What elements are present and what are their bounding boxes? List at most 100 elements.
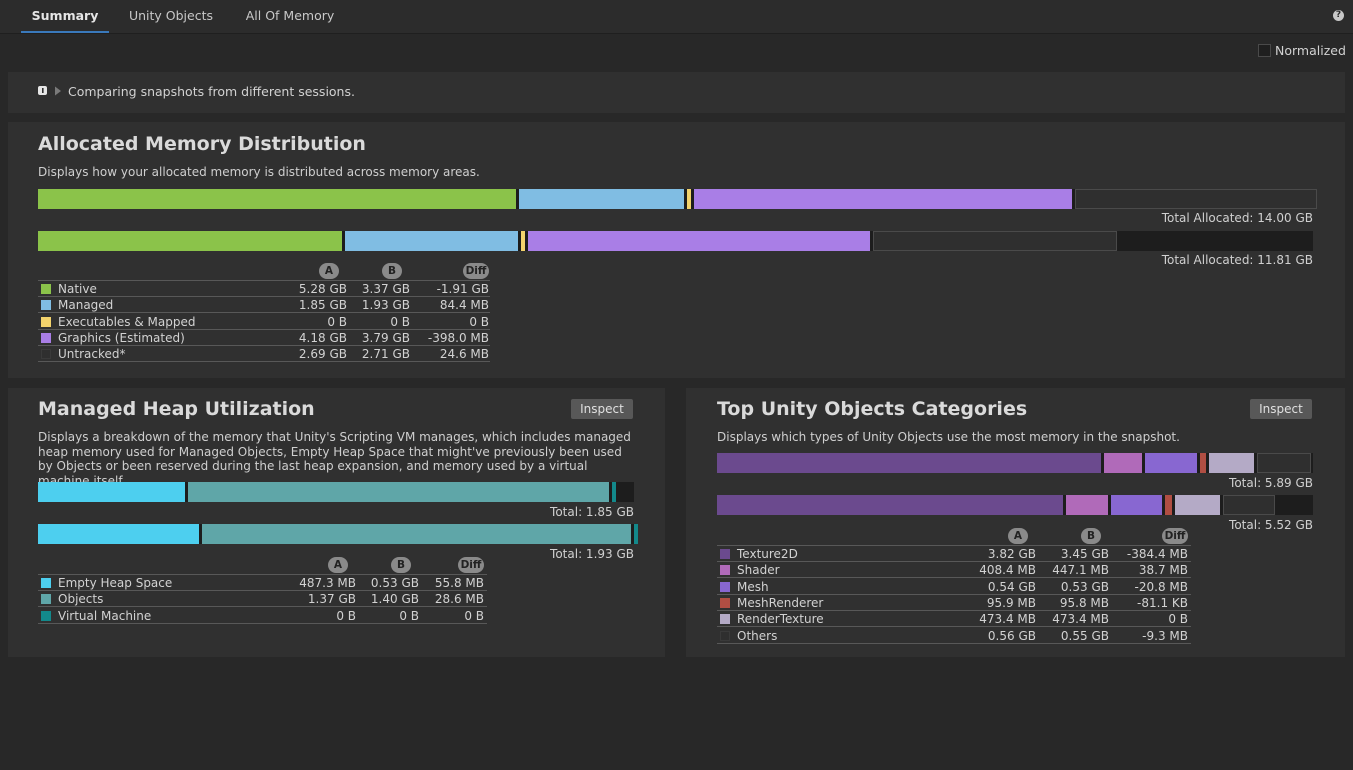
table-row: Empty Heap Space 487.3 MB 0.53 GB 55.8 MB	[38, 575, 487, 591]
column-badge: A	[1008, 528, 1028, 544]
row-name: MeshRenderer	[737, 595, 824, 610]
help-icon[interactable]: ?	[1333, 10, 1344, 21]
row-value: 3.79 GB	[361, 330, 410, 345]
table-rule	[38, 574, 487, 575]
color-swatch	[720, 549, 730, 559]
row-name: Others	[737, 628, 778, 643]
bar-segment	[717, 495, 1064, 515]
bar-segment	[687, 189, 692, 209]
column-badge: Diff	[463, 263, 489, 279]
expand-arrow[interactable]	[55, 86, 61, 96]
inspect-button[interactable]: Inspect	[570, 398, 634, 420]
bar-segment	[38, 524, 199, 544]
bar-segment	[1164, 495, 1172, 515]
table-row: Mesh 0.54 GB 0.53 GB -20.8 MB	[717, 579, 1191, 595]
table-row: Texture2D 3.82 GB 3.45 GB -384.4 MB	[717, 546, 1191, 562]
color-swatch	[41, 300, 51, 311]
bar-segment	[520, 231, 525, 251]
row-value: 0 B	[336, 608, 356, 623]
bar-segment	[717, 453, 1101, 473]
row-name: Graphics (Estimated)	[58, 330, 185, 345]
panel-title: Managed Heap Utilization	[38, 398, 315, 420]
notice-text: Comparing snapshots from different sessi…	[68, 84, 355, 99]
row-value: 4.18 GB	[298, 330, 347, 345]
column-badge: Diff	[458, 557, 484, 573]
bar-total: Total Allocated: 11.81 GB	[1161, 253, 1313, 267]
table-rule	[717, 545, 1191, 546]
memory-bar	[38, 189, 1317, 209]
bar-total: Total: 5.52 GB	[1229, 518, 1313, 532]
normalized-label[interactable]: Normalized	[1275, 43, 1346, 58]
row-name: Virtual Machine	[58, 608, 152, 623]
row-value: 28.6 MB	[434, 592, 484, 607]
bar-segment	[188, 482, 609, 502]
row-value: 38.7 MB	[1138, 563, 1188, 578]
table-row: Graphics (Estimated) 4.18 GB 3.79 GB -398.0…	[38, 330, 490, 346]
row-value: 473.4 MB	[979, 612, 1036, 627]
table-rule	[38, 280, 490, 281]
bar-segment	[38, 189, 516, 209]
row-name: Managed	[58, 298, 114, 313]
table-row: MeshRenderer 95.9 MB 95.8 MB -81.1 KB	[717, 595, 1191, 611]
row-value: 0 B	[399, 608, 419, 623]
bar-total: Total: 5.89 GB	[1229, 476, 1313, 490]
bar-segment	[1209, 453, 1255, 473]
bar-segment	[38, 231, 342, 251]
normalized-checkbox[interactable]	[1258, 44, 1271, 57]
row-value: 95.8 MB	[1059, 595, 1109, 610]
row-value: 447.1 MB	[1052, 563, 1109, 578]
heap-panel: Managed Heap Utilization Inspect Displays …	[8, 388, 665, 657]
row-value: 1.93 GB	[361, 298, 410, 313]
color-swatch	[41, 316, 51, 327]
objects-panel: Top Unity Objects Categories Inspect Displ…	[686, 388, 1345, 657]
bar-segment	[344, 231, 518, 251]
row-value: 1.85 GB	[298, 298, 347, 313]
panel-title: Allocated Memory Distribution	[38, 133, 366, 155]
bar-segment	[1222, 495, 1276, 515]
bar-segment	[694, 189, 1072, 209]
row-value: 1.40 GB	[370, 592, 419, 607]
color-swatch	[41, 594, 51, 605]
notice-icons	[38, 86, 61, 96]
bar-segment	[1066, 495, 1109, 515]
memory-bar	[717, 453, 1313, 473]
row-value: 0.55 GB	[1060, 628, 1109, 643]
bar-segment	[518, 189, 685, 209]
row-value: 0 B	[1168, 612, 1188, 627]
column-badge: Diff	[1162, 528, 1188, 544]
row-value: -384.4 MB	[1126, 547, 1188, 561]
row-value: -1.91 GB	[436, 282, 489, 296]
color-swatch	[720, 630, 730, 641]
color-swatch	[720, 614, 730, 625]
tab[interactable]: Unity Objects	[128, 8, 214, 23]
row-value: 2.69 GB	[298, 347, 347, 362]
column-badge: B	[391, 557, 411, 573]
color-swatch	[41, 578, 51, 588]
row-value: 3.82 GB	[987, 547, 1036, 561]
row-value: 0.53 GB	[370, 576, 419, 590]
row-name: Shader	[737, 563, 780, 578]
tab[interactable]: All Of Memory	[245, 8, 335, 23]
bar-segment	[1144, 453, 1197, 473]
panel-description: Displays which types of Unity Objects us…	[717, 430, 1180, 444]
table-row: Virtual Machine 0 B 0 B 0 B	[38, 608, 487, 624]
tab[interactable]: Summary	[21, 0, 109, 33]
bar-segment	[201, 524, 631, 544]
table-row: Shader 408.4 MB 447.1 MB 38.7 MB	[717, 562, 1191, 579]
column-badge: A	[328, 557, 348, 573]
row-value: 0.54 GB	[987, 579, 1036, 594]
column-badge: A	[319, 263, 339, 279]
row-name: Untracked*	[58, 347, 126, 362]
row-name: Empty Heap Space	[58, 576, 173, 590]
color-swatch	[41, 332, 51, 343]
row-value: 0 B	[390, 314, 410, 329]
inspect-button[interactable]: Inspect	[1249, 398, 1313, 420]
row-value: 24.6 MB	[439, 347, 489, 362]
color-swatch	[41, 349, 51, 360]
table-row: Managed 1.85 GB 1.93 GB 84.4 MB	[38, 297, 490, 314]
table-row: Untracked* 2.69 GB 2.71 GB 24.6 MB	[38, 346, 490, 363]
column-badge: B	[1081, 528, 1101, 544]
row-value: 0 B	[464, 608, 484, 623]
notice-panel: Comparing snapshots from different sessi…	[8, 72, 1345, 113]
